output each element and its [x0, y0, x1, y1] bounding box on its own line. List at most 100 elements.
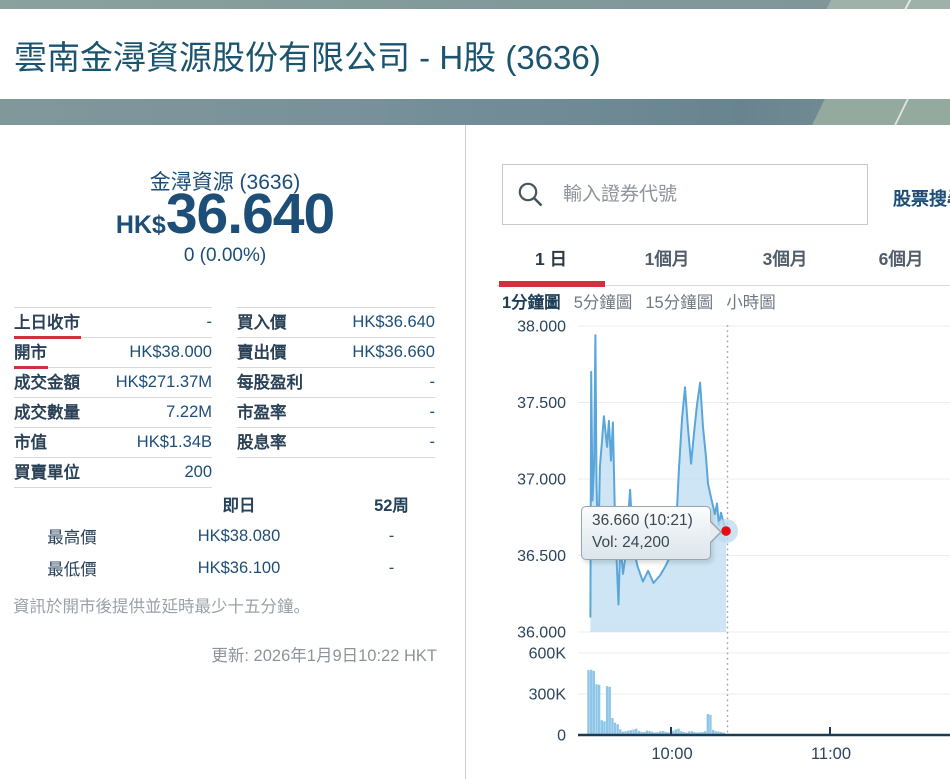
volume-bar [637, 730, 641, 735]
subtab-15分鐘圖[interactable]: 15分鐘圖 [645, 294, 714, 312]
volume-bar [664, 731, 667, 735]
volume-bar [621, 731, 625, 735]
range-row: 最高價 HK$38.080 - [14, 520, 435, 552]
quote-row-value: 200 [184, 463, 212, 481]
tabs-underline [497, 285, 950, 286]
volume-bar [709, 714, 712, 735]
band-accent [808, 99, 950, 125]
quote-row: 每股盈利 - [237, 368, 435, 398]
tab-1日[interactable]: 1 日 [534, 249, 568, 269]
stock-name: 金潯資源 (3636) [149, 171, 301, 194]
quote-table-left: 上日收市 - 開市 HK$38.000 成交金額 HK$271.37M 成交數量 7.22M 市… [14, 307, 212, 488]
search-input[interactable] [561, 182, 845, 207]
volume-bar [701, 732, 704, 735]
last-price: 36.640 [165, 182, 335, 246]
panel-divider [465, 125, 466, 779]
volume-bar [698, 732, 701, 735]
quote-row-label: 買賣單位 [14, 463, 80, 482]
currency-prefix: HK$ [115, 211, 166, 239]
tab-1個月[interactable]: 1個月 [644, 249, 690, 269]
volume-bar [587, 670, 590, 735]
quote-row-value: HK$36.640 [352, 313, 435, 331]
volume-bar [719, 732, 723, 735]
tooltip-volume: Vol: 24,200 [592, 534, 670, 551]
marker-dot[interactable] [721, 526, 731, 536]
volume-bar [605, 686, 609, 735]
search-icon[interactable] [517, 181, 545, 209]
quote-row-label: 每股盈利 [237, 373, 303, 392]
tab-6個月[interactable]: 6個月 [878, 249, 924, 269]
volume-bar [611, 717, 614, 735]
quote-row: 買賣單位 200 [14, 458, 212, 488]
price-tick-label: 36.000 [517, 625, 566, 642]
range-table: 即日 52周 最高價 HK$38.080 - 最低價 HK$36.100 - [14, 488, 435, 584]
quote-row-label: 賣出價 [237, 343, 287, 362]
quote-row: 賣出價 HK$36.660 [237, 338, 435, 368]
volume-bar [650, 731, 654, 735]
volume-bar [690, 731, 694, 735]
last-updated: 更新: 2026年1月9日10:22 HKT [211, 647, 437, 665]
quote-row-value: - [429, 403, 436, 421]
subtab-5分鐘圖[interactable]: 5分鐘圖 [573, 294, 633, 312]
quote-row-label: 成交金額 [14, 373, 80, 392]
volume-bar [624, 731, 627, 735]
volume-bar [590, 669, 593, 735]
subtab-1分鐘圖[interactable]: 1分鐘圖 [502, 294, 561, 312]
quote-row: 買入價 HK$36.640 [237, 308, 435, 338]
quote-row: 開市 HK$38.000 [14, 338, 212, 369]
volume-bar [688, 731, 691, 735]
range-header-row: 即日 52周 [14, 488, 435, 520]
stock-search-box[interactable] [502, 164, 868, 225]
volume-bar [666, 732, 670, 735]
volume-bar [592, 671, 595, 735]
quote-row-label: 市值 [14, 433, 47, 452]
volume-bar [632, 729, 635, 735]
volume-bar [608, 686, 611, 735]
time-tick-label: 11:00 [811, 745, 851, 763]
volume-bar [603, 721, 606, 735]
price-row: HK$ 36.640 [0, 186, 450, 243]
quote-row-value: HK$36.660 [352, 343, 435, 361]
range-row-day-value: HK$38.080 [197, 526, 281, 545]
quote-row-value: 7.22M [166, 403, 212, 421]
quote-row-value: HK$271.37M [115, 373, 212, 391]
volume-bar [711, 729, 715, 735]
range-row-label: 最高價 [47, 529, 97, 547]
range-rows: 最高價 HK$38.080 - 最低價 HK$36.100 - [14, 520, 435, 584]
volume-bar [595, 684, 598, 735]
quote-row-label[interactable]: 上日收市 [14, 313, 81, 339]
quote-table-right: 買入價 HK$36.640 賣出價 HK$36.660 每股盈利 - 市盈率 - 股息率 - [237, 307, 435, 488]
price-tick-label: 36.500 [517, 548, 566, 565]
volume-bar [648, 730, 651, 735]
volume-bar [658, 731, 662, 735]
tab-3個月[interactable]: 3個月 [762, 249, 808, 269]
volume-bar [677, 728, 680, 735]
quote-row: 成交金額 HK$271.37M [14, 368, 212, 398]
volume-tick-label: 600K [529, 646, 567, 663]
stock-search-label: 股票搜尋 [893, 189, 950, 209]
volume-bar [714, 731, 717, 735]
range-col-52w: 52周 [374, 497, 409, 515]
range-row-52w-value: - [388, 558, 395, 577]
header-top-strip [0, 0, 950, 9]
subtab-小時圖[interactable]: 小時圖 [726, 294, 776, 312]
volume-bar [680, 731, 683, 735]
quote-row-label: 買入價 [237, 313, 287, 332]
quote-row: 股息率 - [237, 428, 435, 458]
period-tabs: 1 日 1個月 3個月 6個月 [497, 246, 950, 271]
quote-row-label[interactable]: 開市 [14, 343, 48, 369]
price-area-fill [590, 335, 727, 632]
volume-bar [640, 731, 643, 735]
quote-row-label: 股息率 [237, 433, 287, 452]
volume-bar [693, 732, 696, 735]
quote-row-value: - [429, 433, 436, 451]
price-tick-label: 37.500 [517, 395, 566, 412]
quote-row: 市盈率 - [237, 398, 435, 428]
volume-bar [653, 732, 656, 735]
volume-bar [674, 729, 678, 735]
quote-detail-tables: 上日收市 - 開市 HK$38.000 成交金額 HK$271.37M 成交數量 7.22M 市… [14, 307, 435, 488]
volume-bar [656, 732, 659, 735]
volume-bar [685, 732, 688, 735]
volume-bar [703, 731, 707, 735]
volume-tick-label: 300K [529, 687, 567, 704]
